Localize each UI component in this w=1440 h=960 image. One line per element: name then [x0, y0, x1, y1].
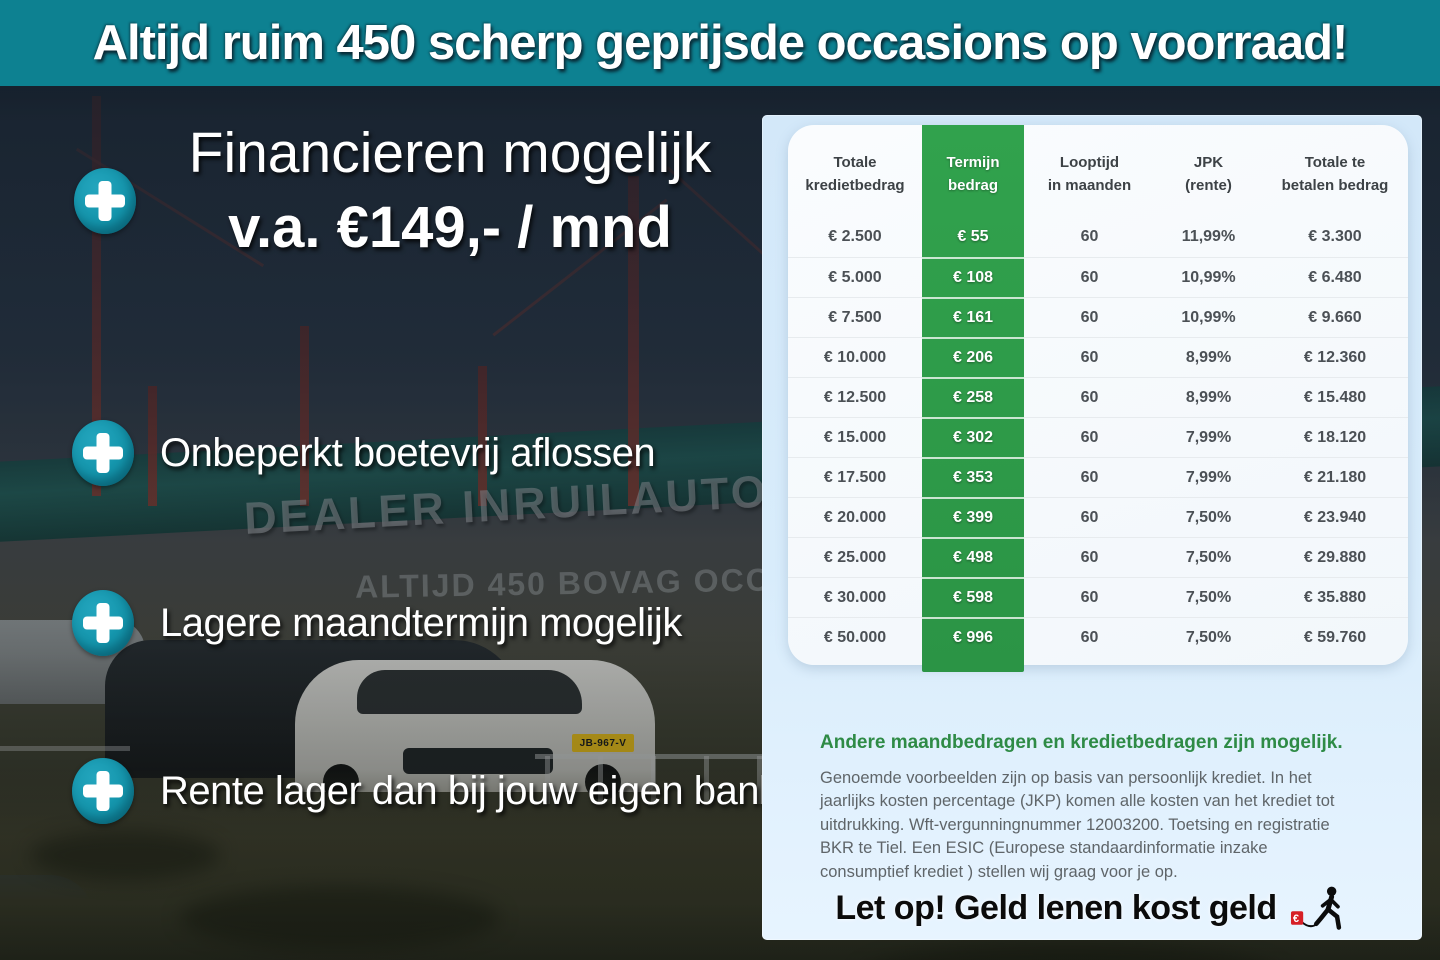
table-cell: € 30.000 [788, 577, 922, 617]
column-header: Totale te betalen bedrag [1281, 153, 1389, 194]
table-cell: 60 [1024, 297, 1155, 337]
table-cell: 10,99% [1155, 257, 1262, 297]
table-cell: € 59.760 [1262, 617, 1408, 657]
table-cell: € 20.000 [788, 497, 922, 537]
table-cell: 7,99% [1155, 457, 1262, 497]
table-row: € 2.500 € 55 60 11,99% € 3.300 [788, 217, 1408, 257]
benefit-item: Onbeperkt boetevrij aflossen [72, 420, 656, 486]
table-cell: 60 [1080, 228, 1099, 245]
table-cell: 7,50% [1155, 537, 1262, 577]
table-cell: 60 [1024, 537, 1155, 577]
table-cell: € 18.120 [1262, 417, 1408, 457]
table-row: € 50.000 € 996 60 7,50% € 59.760 [788, 617, 1408, 657]
table-cell: 8,99% [1155, 337, 1262, 377]
table-cell: € 17.500 [788, 457, 922, 497]
possibilities-note: Andere maandbedragen en kredietbedragen … [820, 732, 1343, 753]
headline-line1: Financieren mogelijk [188, 121, 712, 185]
plus-icon [72, 590, 134, 656]
table-cell: € 6.480 [1262, 257, 1408, 297]
column-header: Looptijd in maanden [1047, 153, 1132, 194]
table-row: € 12.500 € 258 60 8,99% € 15.480 [788, 377, 1408, 417]
svg-text:€: € [1293, 913, 1299, 925]
table-header-row: Totale kredietbedrag Termijn bedrag Looptijd… [788, 125, 1408, 217]
table-cell: 7,50% [1155, 617, 1262, 657]
table-row: € 15.000 € 302 60 7,99% € 18.120 [788, 417, 1408, 457]
plus-icon [72, 420, 134, 486]
credit-warning: Let op! Geld lenen kost geld € [762, 885, 1422, 932]
table-row: € 7.500 € 161 60 10,99% € 9.660 [788, 297, 1408, 337]
table-cell: € 353 [922, 457, 1024, 497]
highlight-column [922, 125, 1024, 672]
table-cell: 10,99% [1155, 297, 1262, 337]
table-cell: € 161 [922, 297, 1024, 337]
table-cell: € 598 [922, 577, 1024, 617]
finance-table: Totale kredietbedrag Termijn bedrag Looptijd… [788, 125, 1408, 672]
column-header: Totale kredietbedrag [805, 153, 905, 194]
table-cell: € 12.360 [1262, 337, 1408, 377]
headline: Financieren mogelijk v.a. €149,- / mnd [140, 120, 760, 261]
banner-text: Altijd ruim 450 scherp geprijsde occasio… [92, 16, 1349, 70]
table-row: € 20.000 € 399 60 7,50% € 23.940 [788, 497, 1408, 537]
table-cell: 8,99% [1155, 377, 1262, 417]
table-cell: 60 [1024, 377, 1155, 417]
benefit-label: Lagere maandtermijn mogelijk [160, 600, 682, 645]
table-row: € 10.000 € 206 60 8,99% € 12.360 [788, 337, 1408, 377]
benefit-item: Lagere maandtermijn mogelijk [72, 590, 682, 656]
plus-icon [74, 168, 136, 234]
table-cell: € 23.940 [1262, 497, 1408, 537]
warning-text: Let op! Geld lenen kost geld [835, 889, 1277, 927]
table-cell: € 12.500 [788, 377, 922, 417]
table-cell: € 35.880 [1262, 577, 1408, 617]
table-cell: € 498 [922, 537, 1024, 577]
table-cell: € 50.000 [788, 617, 922, 657]
table-cell: 60 [1024, 617, 1155, 657]
table-cell: € 29.880 [1262, 537, 1408, 577]
table-row: € 30.000 € 598 60 7,50% € 35.880 [788, 577, 1408, 617]
headline-line2: v.a. €149,- / mnd [228, 195, 672, 260]
table-cell: € 21.180 [1262, 457, 1408, 497]
table-cell: 7,99% [1155, 417, 1262, 457]
plus-icon [72, 758, 134, 824]
table-cell: € 302 [922, 417, 1024, 457]
benefit-label: Rente lager dan bij jouw eigen bank [160, 768, 779, 813]
benefit-item: Rente lager dan bij jouw eigen bank [72, 758, 779, 824]
table-cell: € 55 [957, 228, 989, 245]
benefit-label: Onbeperkt boetevrij aflossen [160, 430, 656, 475]
top-banner: Altijd ruim 450 scherp geprijsde occasio… [0, 0, 1440, 86]
table-cell: 7,50% [1155, 577, 1262, 617]
table-cell: € 2.500 [828, 228, 882, 245]
table-body: € 2.500 € 55 60 11,99% € 3.300 € 5.000 € 108 60… [788, 217, 1408, 657]
table-cell: 60 [1024, 497, 1155, 537]
table-cell: € 3.300 [1308, 228, 1362, 245]
table-cell: 60 [1024, 577, 1155, 617]
table-row: € 5.000 € 108 60 10,99% € 6.480 [788, 257, 1408, 297]
table-cell: € 5.000 [788, 257, 922, 297]
table-cell: € 9.660 [1262, 297, 1408, 337]
finance-panel: Totale kredietbedrag Termijn bedrag Looptijd… [762, 115, 1422, 940]
table-cell: € 108 [922, 257, 1024, 297]
table-cell: 60 [1024, 457, 1155, 497]
table-cell: 7,50% [1155, 497, 1262, 537]
table-cell: € 15.480 [1262, 377, 1408, 417]
disclaimer-text: Genoemde voorbeelden zijn op basis van p… [820, 769, 1335, 881]
table-cell: € 25.000 [788, 537, 922, 577]
table-cell: € 399 [922, 497, 1024, 537]
table-cell: 11,99% [1181, 228, 1236, 245]
table-row: € 17.500 € 353 60 7,99% € 21.180 [788, 457, 1408, 497]
column-header: JPK (rente) [1185, 153, 1232, 194]
table-cell: € 258 [922, 377, 1024, 417]
table-cell: € 15.000 [788, 417, 922, 457]
table-cell: 60 [1024, 257, 1155, 297]
table-cell: 60 [1024, 417, 1155, 457]
table-cell: € 206 [922, 337, 1024, 377]
geld-lenen-kost-geld-icon: € [1290, 886, 1341, 930]
table-cell: € 996 [922, 617, 1024, 657]
table-cell: 60 [1024, 337, 1155, 377]
column-header: Termijn bedrag [946, 153, 1000, 194]
table-cell: € 7.500 [788, 297, 922, 337]
table-cell: € 10.000 [788, 337, 922, 377]
promo-overlay: Financieren mogelijk v.a. €149,- / mnd O… [0, 0, 780, 960]
table-row: € 25.000 € 498 60 7,50% € 29.880 [788, 537, 1408, 577]
